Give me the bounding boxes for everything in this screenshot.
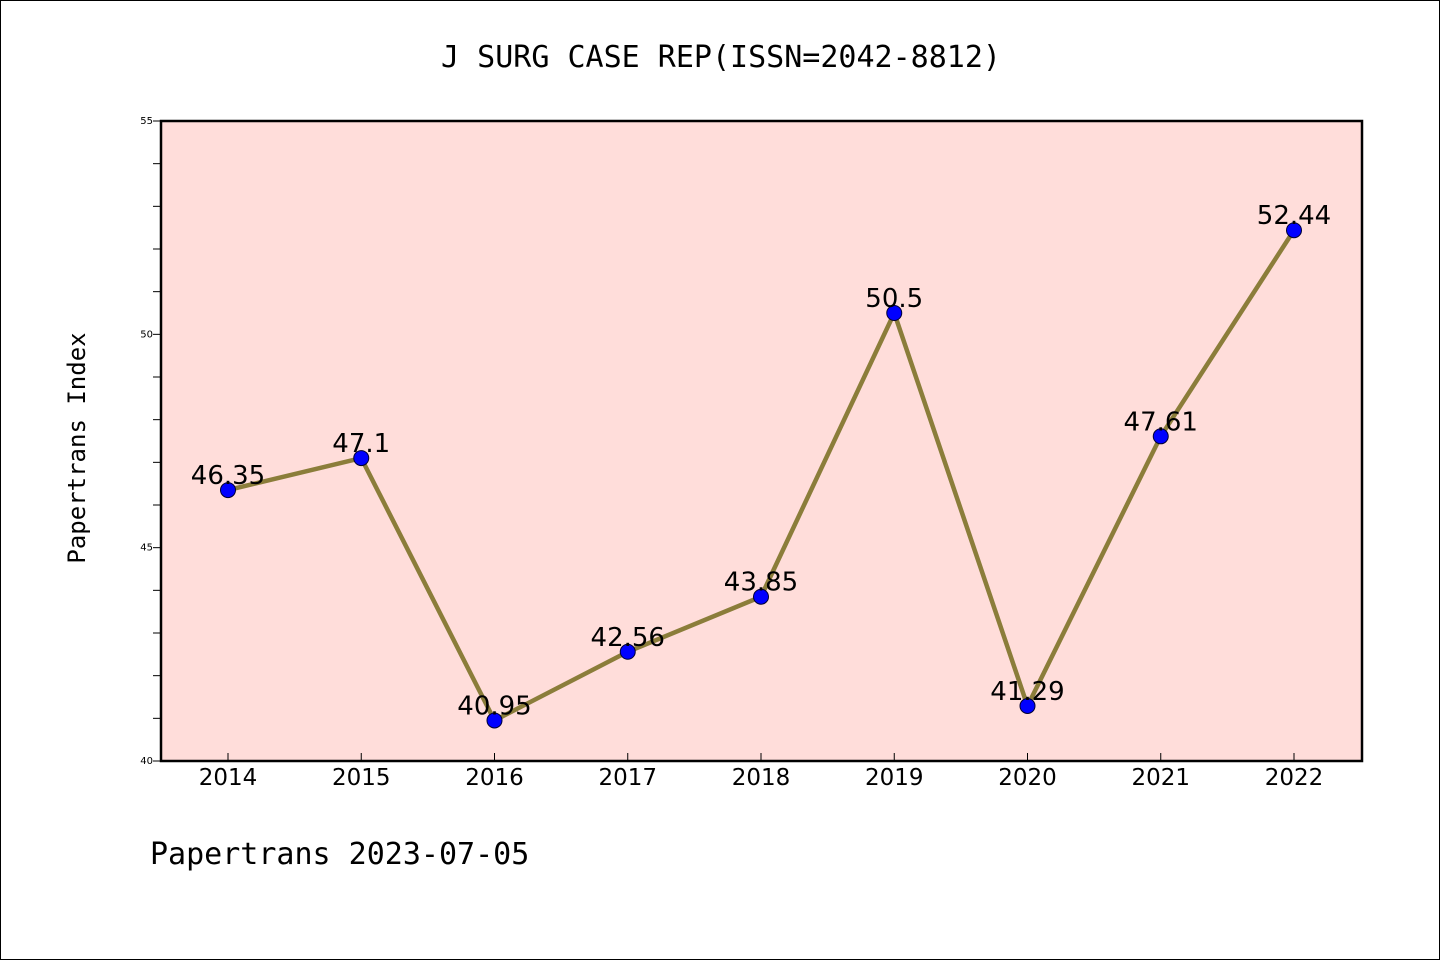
- x-tick-label: 2015: [332, 765, 391, 791]
- y-tick-labels: 40 45 50 55: [140, 116, 153, 767]
- y-tick-label: 50: [140, 329, 153, 340]
- data-point: [886, 305, 903, 321]
- y-tick-label: 55: [140, 116, 153, 127]
- data-point: [1286, 222, 1302, 239]
- data-label: 41.29: [990, 677, 1064, 707]
- data-label: 40.95: [457, 691, 531, 721]
- data-label: 47.61: [1124, 407, 1198, 437]
- x-tick-label: 2022: [1265, 765, 1324, 791]
- y-tick-marks: [153, 120, 161, 762]
- y-tick-label: 45: [140, 543, 153, 554]
- y-axis-label: Papertrans Index: [63, 332, 91, 563]
- footer-caption: Papertrans 2023-07-05: [150, 837, 529, 872]
- data-point: [220, 482, 236, 499]
- x-tick-marks: [227, 753, 1295, 761]
- data-label: 43.85: [724, 568, 798, 598]
- x-tick-label: 2021: [1131, 765, 1190, 791]
- x-tick-label: 2018: [732, 765, 791, 791]
- data-point: [753, 588, 769, 605]
- x-tick-label: 2017: [598, 765, 657, 791]
- data-point: [1152, 428, 1169, 445]
- data-label: 46.35: [191, 461, 265, 491]
- x-tick-label: 2014: [199, 765, 258, 791]
- chart-title: J SURG CASE REP(ISSN=2042-8812): [441, 40, 1001, 75]
- x-tick-labels: 2014 2015 2016 2017 2018 2019 2020 2021 2022: [199, 765, 1324, 791]
- data-label: 42.56: [591, 623, 665, 653]
- x-tick-label: 2016: [465, 765, 524, 791]
- y-tick-label: 40: [140, 756, 153, 767]
- series-markers: [220, 222, 1302, 729]
- data-point: [486, 712, 503, 729]
- data-point: [1019, 697, 1036, 714]
- x-tick-label: 2019: [865, 765, 924, 791]
- data-label: 47.1: [332, 429, 390, 459]
- data-label: 52.44: [1257, 201, 1331, 231]
- data-label: 50.5: [865, 284, 923, 314]
- data-labels: 46.35 47.1 40.95 42.56 43.85 50.5 41.29 47.61 52…: [191, 201, 1331, 721]
- data-point: [619, 643, 636, 660]
- x-tick-label: 2020: [998, 765, 1057, 791]
- data-point: [353, 450, 370, 467]
